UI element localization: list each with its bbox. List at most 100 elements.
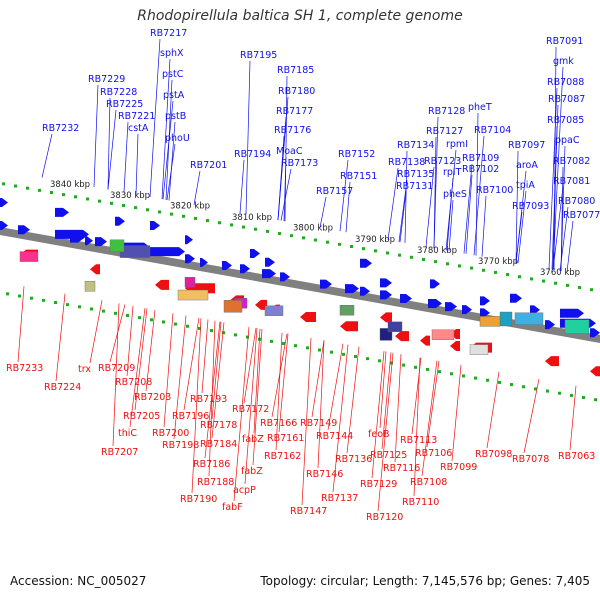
scale-dot — [306, 346, 309, 350]
forward-gene-arrow — [545, 320, 555, 330]
reverse-leader-line — [163, 313, 174, 428]
forward-leader-line — [319, 196, 327, 228]
scale-dot — [30, 296, 33, 300]
scale-dot — [410, 255, 413, 259]
forward-leader-line — [475, 112, 479, 256]
forward-gene-label: RB7194 — [234, 149, 271, 160]
forward-leader-line — [135, 133, 139, 195]
forward-leader-line — [283, 156, 287, 222]
feature-box — [387, 321, 403, 333]
reverse-gene-arrow — [545, 356, 559, 367]
forward-gene-label: RB7123 — [424, 156, 461, 167]
reverse-leader-line — [371, 351, 385, 479]
reverse-leader-line — [129, 308, 146, 428]
reverse-gene-label: RB7166 — [260, 418, 297, 429]
reverse-gene-label: RB7205 — [123, 411, 160, 422]
scale-label: 3800 kbp — [293, 224, 333, 234]
scale-dot — [222, 331, 225, 335]
forward-leader-line — [515, 211, 523, 263]
forward-leader-line — [552, 66, 564, 270]
feature-box — [431, 329, 455, 340]
reverse-leader-line — [183, 317, 200, 411]
forward-leader-line — [239, 159, 245, 214]
scale-dot — [270, 339, 273, 343]
reverse-gene-label: RB7108 — [410, 477, 447, 488]
forward-gene-arrow — [200, 258, 208, 267]
scale-dot — [546, 389, 549, 393]
forward-gene-label: RB7157 — [316, 186, 353, 197]
reverse-gene-label: RB7209 — [98, 363, 135, 374]
reverse-leader-line — [134, 308, 148, 411]
scale-dot — [482, 268, 485, 272]
feature-box — [223, 300, 243, 313]
forward-gene-label: RB7185 — [277, 65, 314, 76]
feature-box — [119, 245, 151, 258]
reverse-gene-label: RB7188 — [197, 477, 234, 488]
scale-dot — [494, 270, 497, 274]
forward-leader-line — [387, 167, 399, 240]
scale-dot — [302, 236, 305, 240]
reverse-leader-line — [244, 328, 258, 485]
scale-label: 3830 kbp — [110, 191, 150, 201]
scale-dot — [582, 396, 585, 400]
scale-label: 3780 kbp — [417, 246, 457, 256]
feature-box — [109, 239, 125, 253]
map-title: Rhodopirellula baltica SH 1, complete ge… — [137, 8, 463, 24]
forward-leader-line — [245, 60, 251, 215]
feature-box — [564, 319, 590, 334]
reverse-gene-label: fabZ — [242, 434, 264, 445]
feature-box — [339, 305, 355, 316]
scale-dot — [590, 288, 593, 292]
scale-label: 3770 kbp — [478, 257, 518, 267]
forward-leader-line — [548, 87, 558, 269]
forward-leader-line — [473, 135, 485, 256]
forward-leader-line — [277, 135, 285, 221]
forward-gene-label: pstA — [163, 90, 185, 101]
scale-dot — [534, 387, 537, 391]
feature-box — [19, 251, 39, 262]
forward-gene-arrow — [445, 302, 457, 312]
forward-gene-label: gmk — [553, 56, 574, 67]
scale-dot — [338, 242, 341, 246]
forward-gene-label: rplT — [443, 167, 462, 178]
forward-leader-line — [517, 190, 527, 264]
reverse-gene-label: thiC — [118, 428, 137, 439]
scale-dot — [390, 361, 393, 365]
forward-gene-arrow — [345, 284, 359, 294]
scale-dot — [54, 301, 57, 304]
scale-dot — [170, 212, 173, 216]
scale-dot — [2, 182, 5, 186]
forward-gene-label: pheS — [443, 189, 467, 200]
scale-dot — [26, 186, 29, 190]
forward-gene-label: sphX — [160, 48, 184, 59]
reverse-gene-arrow — [255, 299, 267, 310]
reverse-gene-label: RB7184 — [200, 439, 237, 450]
forward-gene-label: pheT — [468, 102, 492, 113]
forward-gene-arrow — [240, 264, 250, 274]
reverse-gene-label: RB7106 — [415, 448, 452, 459]
reverse-leader-line — [413, 357, 421, 497]
scale-dot — [6, 292, 9, 296]
scale-dot — [422, 257, 425, 261]
forward-gene-label: MoaC — [276, 146, 303, 157]
forward-gene-label: RB7180 — [278, 86, 315, 97]
forward-gene-arrow — [280, 272, 290, 282]
reverse-gene-label: RB7162 — [264, 451, 301, 462]
forward-leader-line — [162, 100, 174, 200]
forward-gene-label: pstB — [165, 111, 186, 122]
reverse-gene-label: RB7129 — [360, 479, 397, 490]
scale-dot — [242, 225, 245, 229]
forward-gene-arrow — [85, 236, 93, 246]
scale-dot — [362, 247, 365, 251]
forward-gene-label: RB7134 — [397, 140, 434, 151]
forward-leader-line — [123, 121, 129, 193]
scale-dot — [218, 221, 221, 225]
reverse-leader-line — [55, 293, 66, 382]
forward-gene-label: phoU — [165, 133, 190, 144]
scale-dot — [266, 229, 269, 233]
reverse-leader-line — [523, 378, 540, 454]
reverse-gene-label: RB7207 — [101, 447, 138, 458]
scale-dot — [342, 352, 345, 356]
reverse-gene-arrow — [155, 279, 169, 290]
scale-dot — [138, 316, 141, 320]
